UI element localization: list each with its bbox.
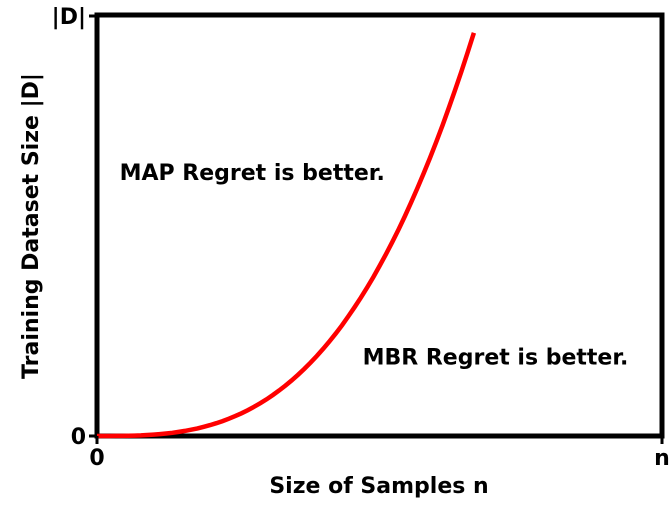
x-axis-title: Size of Samples n <box>269 474 488 499</box>
y-axis-title: Training Dataset Size |D| <box>19 73 44 379</box>
y-tick-label-zero: 0 <box>71 425 86 450</box>
y-tick-label-top: |D| <box>52 5 86 30</box>
x-tick-label-end: n <box>654 446 670 471</box>
series-line <box>97 32 477 439</box>
annotation-mbr-region: MBR Regret is better. <box>363 346 629 371</box>
plot-area <box>89 12 665 444</box>
annotation-map-region: MAP Regret is better. <box>120 161 385 186</box>
plot-frame <box>94 12 665 439</box>
x-tick-label-zero: 0 <box>89 446 104 471</box>
